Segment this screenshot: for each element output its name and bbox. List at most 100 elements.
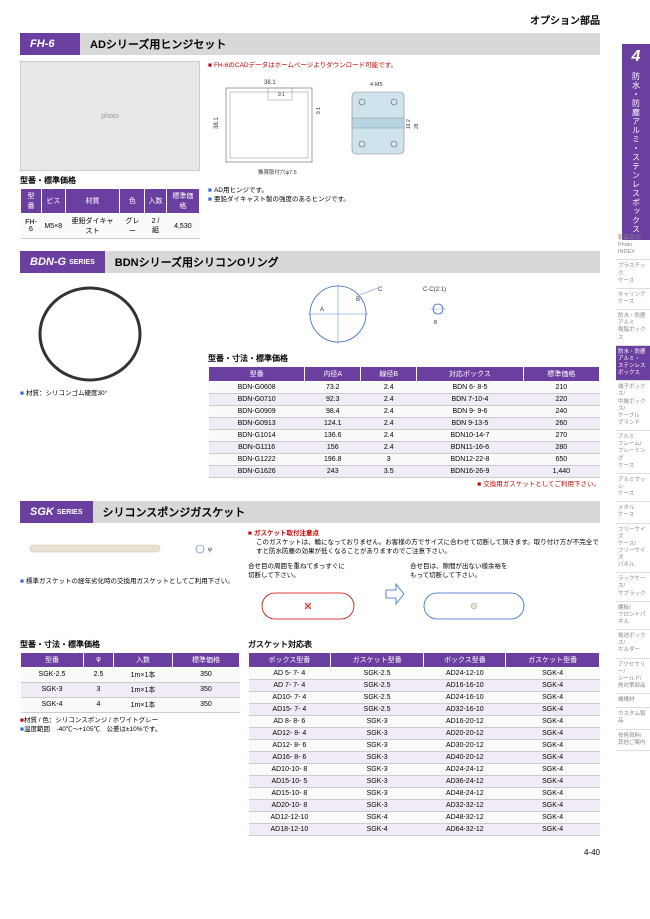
td: 4,530 xyxy=(166,214,199,239)
svg-text:38.1: 38.1 xyxy=(214,117,220,129)
td: AD24-24-12 xyxy=(424,763,506,775)
td: SGK-4 xyxy=(330,823,424,835)
svg-text:推奨取付穴φ7.5: 推奨取付穴φ7.5 xyxy=(258,168,297,176)
fh6-note1: AD用ヒンジです。 xyxy=(208,186,600,195)
td: 350 xyxy=(172,667,239,682)
td: BDN 9- 9-6 xyxy=(417,406,523,418)
sgk-caution-body: このガスケットは、輪になっておりません。お客様の方でサイズに合わせて切断して頂き… xyxy=(256,538,600,556)
td: 280 xyxy=(523,442,599,454)
td: SGK-4 xyxy=(506,739,600,751)
td: SGK-4 xyxy=(506,811,600,823)
arrow-icon xyxy=(382,562,406,622)
td: SGK-3 xyxy=(330,799,424,811)
td: AD15-10- 8 xyxy=(249,787,331,799)
td: SGK-4 xyxy=(506,667,600,679)
td: 92.3 xyxy=(305,394,361,406)
td: SGK-4 xyxy=(506,727,600,739)
th: 線径B xyxy=(361,367,417,382)
td: SGK-4 xyxy=(330,811,424,823)
sgk-cut-left-diagram xyxy=(248,581,368,629)
td: BDN11-16-6 xyxy=(417,442,523,454)
bdng-exchange-note: 交換用ガスケットとしてご利用下さい。 xyxy=(208,480,600,489)
td: SGK-2.5 xyxy=(330,667,424,679)
td: AD32-16-10 xyxy=(424,703,506,715)
bdng-table-title: 型番・寸法・標準価格 xyxy=(208,353,600,364)
svg-text:4-M5: 4-M5 xyxy=(370,82,383,88)
side-menu-item[interactable]: 防水・防塵 アルミ・ ステンレス ボックス xyxy=(616,346,650,382)
th: 材質 xyxy=(65,189,120,214)
td: 124.1 xyxy=(305,418,361,430)
td: SGK-3 xyxy=(330,751,424,763)
td: AD15-10- 5 xyxy=(249,775,331,787)
td: SGK-4 xyxy=(506,703,600,715)
section-fh6: FH-6 ADシリーズ用ヒンジセット photo 型番・標準価格 型番 ビス 材… xyxy=(20,33,600,239)
td: AD24-16-10 xyxy=(424,691,506,703)
side-menu-item[interactable]: アルミサッシ ケース xyxy=(616,474,650,502)
td: 220 xyxy=(523,394,599,406)
th: ビス xyxy=(41,189,65,214)
td: AD10- 7- 4 xyxy=(249,691,331,703)
th: 入数 xyxy=(114,652,173,667)
td: AD30-20-12 xyxy=(424,739,506,751)
td: SGK-3 xyxy=(21,682,84,697)
td: AD12- 8- 6 xyxy=(249,739,331,751)
td: AD 7- 7- 4 xyxy=(249,679,331,691)
side-menu-item[interactable]: 防水・防塵 アルミ 樹脂ボックス xyxy=(616,310,650,346)
sgk-table2: ボックス型番 ガスケット型番 ボックス型番 ガスケット型番 AD 5- 7- 4… xyxy=(248,652,600,836)
side-menu-item[interactable]: 機構材 xyxy=(616,694,650,708)
td: SGK-3 xyxy=(330,739,424,751)
td: AD48-32-12 xyxy=(424,811,506,823)
th: 標準価格 xyxy=(166,189,199,214)
sgk-t2-title: ガスケット対応表 xyxy=(248,639,600,650)
side-menu-item[interactable]: 技術資料/ 其他ご案内 xyxy=(616,730,650,751)
side-menu-item[interactable]: 棚板/ フロントパネル xyxy=(616,602,650,630)
td: AD64-32-12 xyxy=(424,823,506,835)
side-menu-item[interactable]: フリーサイズ ケース/ フリーサイズ パネル xyxy=(616,524,650,574)
td: BDN12-22-8 xyxy=(417,454,523,466)
th: 標準価格 xyxy=(523,367,599,382)
side-menu-item[interactable]: アルミ フレーム/ フレーミング ケース xyxy=(616,431,650,474)
td: SGK-3 xyxy=(330,715,424,727)
td: AD40-20-12 xyxy=(424,751,506,763)
sgk-t1-title: 型番・寸法・標準価格 xyxy=(20,639,240,650)
th: 型番 xyxy=(21,189,42,214)
side-menu-item[interactable]: 製品目次/ Photo INDEX xyxy=(616,232,650,260)
th: 対応ボックス xyxy=(417,367,523,382)
sgk-title: シリコンスポンジガスケット xyxy=(93,501,600,523)
td: 4 xyxy=(83,697,113,712)
side-menu-item[interactable]: プラスチック ケース xyxy=(616,260,650,288)
bdng-diagram: A B C C-C(2:1) B xyxy=(208,279,518,349)
td: 350 xyxy=(172,697,239,712)
side-menu-item[interactable]: ラックケース/ サブラック xyxy=(616,573,650,601)
td: 270 xyxy=(523,430,599,442)
td: AD20-10- 8 xyxy=(249,799,331,811)
td: SGK-3 xyxy=(330,787,424,799)
side-menu-item[interactable]: 端子ボックス/ 中継ボックス/ ケーブル グランド xyxy=(616,381,650,431)
side-menu-item[interactable]: メタル ケース xyxy=(616,502,650,523)
side-menu-item[interactable]: カスタム製品 xyxy=(616,708,650,729)
td: BDN-G0710 xyxy=(209,394,305,406)
side-menu-item[interactable]: アクセサリー/ シールド/ 熱対策部品 xyxy=(616,659,650,695)
bdng-material: 材質：シリコンゴム硬度30° xyxy=(20,389,200,398)
chapter-tab: 4 防水・防塵アルミ・ステンレスボックス xyxy=(622,44,650,240)
th: ガスケット型番 xyxy=(506,652,600,667)
th: 標準価格 xyxy=(172,652,239,667)
td: 2.4 xyxy=(361,430,417,442)
td: SGK-2.5 xyxy=(330,679,424,691)
side-menu-item[interactable]: キャリング ケース xyxy=(616,289,650,310)
td: 亜鉛ダイキャスト xyxy=(65,214,120,239)
td: AD48-24-12 xyxy=(424,787,506,799)
side-menu-item[interactable]: 電池ボックス/ ホルダー xyxy=(616,630,650,658)
td: 2.4 xyxy=(361,382,417,394)
td: 2.4 xyxy=(361,406,417,418)
fh6-cad-note: FH-6のCADデータはホームページよりダウンロード可能です。 xyxy=(208,61,600,70)
td: 73.2 xyxy=(305,382,361,394)
td: 98.4 xyxy=(305,406,361,418)
td: SGK-4 xyxy=(506,751,600,763)
fh6-note2: 亜鉛ダイキャスト製の強度のあるヒンジです。 xyxy=(208,195,600,204)
fh6-table: 型番 ビス 材質 色 入数 標準価格 FH-6 M5×8 亜鉛ダイキャスト グレ… xyxy=(20,188,200,239)
td: SGK-2.5 xyxy=(21,667,84,682)
td: AD32-32-12 xyxy=(424,799,506,811)
td: BDN-G1626 xyxy=(209,466,305,478)
td: 260 xyxy=(523,418,599,430)
